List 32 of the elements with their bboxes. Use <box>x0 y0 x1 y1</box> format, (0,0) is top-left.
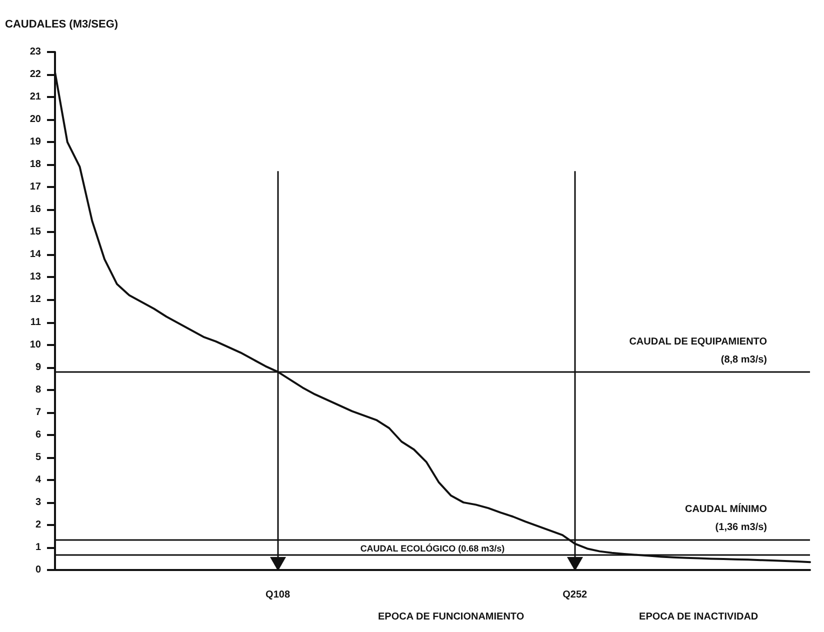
ref-line-label: CAUDAL ECOLÓGICO (0.68 m3/s) <box>360 544 505 554</box>
y-tick-label: 4 <box>35 474 42 486</box>
y-tick-label: 11 <box>30 316 42 328</box>
y-tick-label: 10 <box>30 339 42 350</box>
y-tick-label: 2 <box>35 519 42 530</box>
y-tick-label: 1 <box>35 542 42 553</box>
x-tick-label: Q108 <box>266 590 290 600</box>
ref-line-label: CAUDAL DE EQUIPAMIENTO (8,8 m3/s) <box>629 336 768 366</box>
y-tick-label: 14 <box>30 249 42 260</box>
y-tick-label: 12 <box>30 294 42 306</box>
y-tick-label: 17 <box>30 182 42 193</box>
y-axis-title: CAUDALES (M3/SEG) <box>5 18 118 30</box>
y-tick-label: 3 <box>35 496 42 508</box>
text: EPOCA DE INACTIVIDAD <box>639 612 758 622</box>
y-tick-label: 9 <box>35 362 42 373</box>
y-tick-label: 8 <box>35 384 42 396</box>
y-tick-label: 22 <box>30 69 42 80</box>
y-tick-label: 15 <box>30 226 42 238</box>
y-tick-label: 18 <box>30 159 42 170</box>
y-tick-label: 7 <box>35 406 42 418</box>
y-tick-label: 20 <box>30 114 42 126</box>
y-tick-label: 5 <box>35 452 42 463</box>
y-tick-label: 23 <box>30 46 42 58</box>
y-tick-label: 16 <box>30 204 42 216</box>
y-tick-label: 0 <box>35 564 42 576</box>
y-tick-label: 13 <box>30 272 42 283</box>
y-tick-label: 6 <box>35 429 42 440</box>
x-tick-label: Q252 <box>562 590 588 600</box>
y-tick-label: 19 <box>30 136 42 148</box>
ref-line-label: CAUDAL MÍNIMO (1,36 m3/s) <box>684 502 768 533</box>
y-tick-label: 21 <box>30 92 42 103</box>
text: EPOCA DE FUNCIONAMIENTO <box>378 612 524 622</box>
